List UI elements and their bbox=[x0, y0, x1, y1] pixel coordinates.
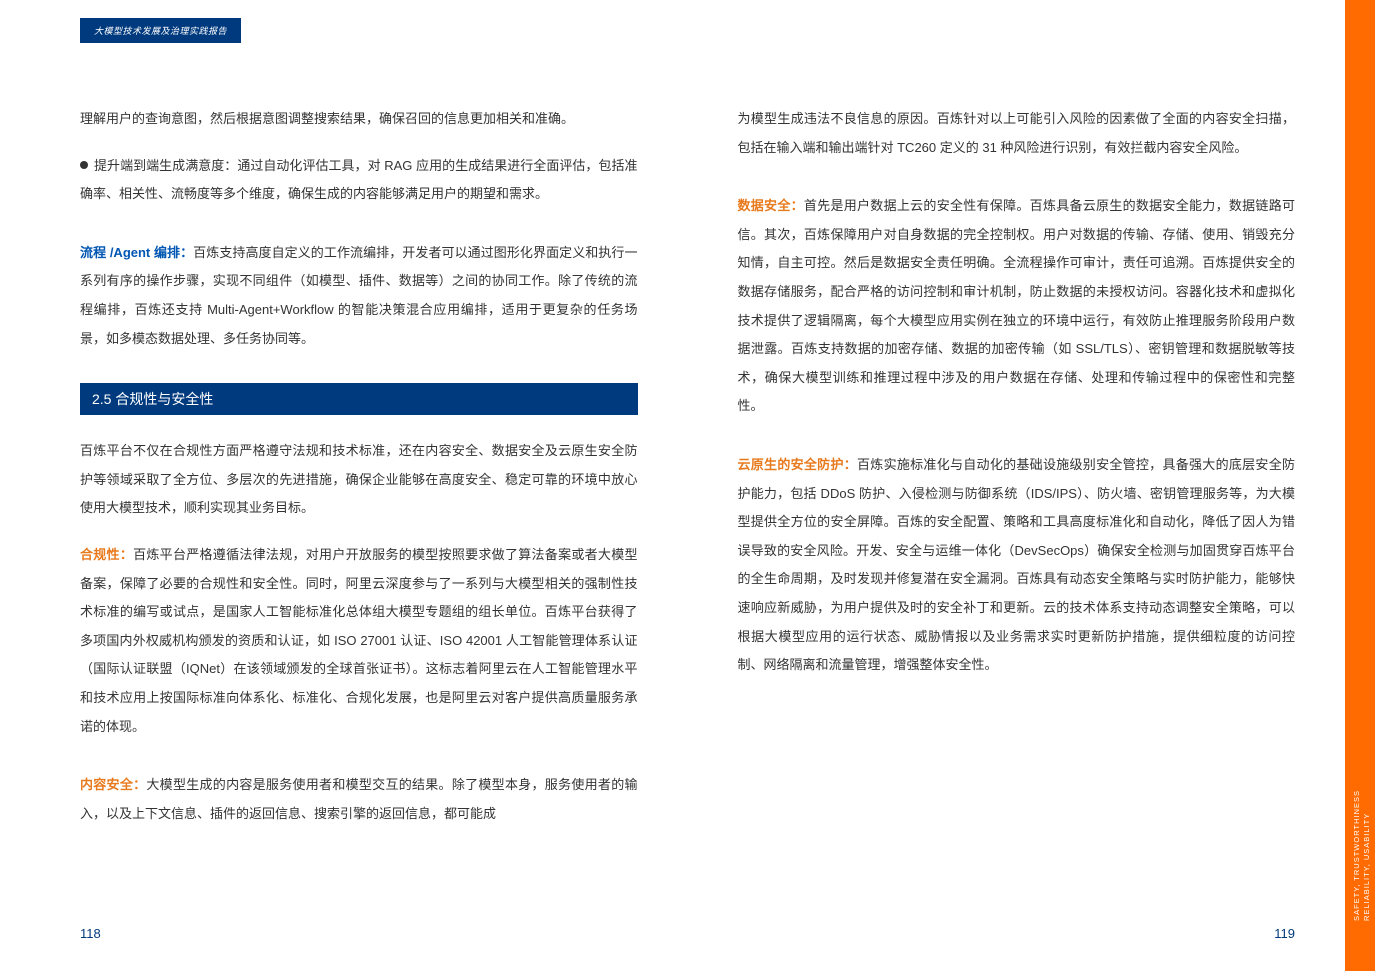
left-para2-text: 提升端到端生成满意度：通过自动化评估工具，对 RAG 应用的生成结果进行全面评估… bbox=[80, 158, 638, 202]
left-para5: 合规性：百炼平台严格遵循法律法规，对用户开放服务的模型按照要求做了算法备案或者大… bbox=[80, 541, 638, 741]
left-para1: 理解用户的查询意图，然后根据意图调整搜索结果，确保召回的信息更加相关和准确。 bbox=[80, 105, 638, 134]
data-safety-label: 数据安全： bbox=[738, 198, 804, 213]
page-number-left: 118 bbox=[80, 926, 101, 941]
compliance-label: 合规性： bbox=[80, 547, 133, 562]
right-para1: 为模型生成违法不良信息的原因。百炼针对以上可能引入风险的因素做了全面的内容安全扫… bbox=[738, 105, 1296, 162]
content-safety-label: 内容安全： bbox=[80, 777, 146, 792]
left-para4: 百炼平台不仅在合规性方面严格遵守法规和技术标准，还在内容安全、数据安全及云原生安… bbox=[80, 437, 638, 523]
left-para6: 内容安全：大模型生成的内容是服务使用者和模型交互的结果。除了模型本身，服务使用者… bbox=[80, 771, 638, 828]
section-heading-2-5: 2.5 合规性与安全性 bbox=[80, 383, 638, 415]
left-para5-body: 百炼平台严格遵循法律法规，对用户开放服务的模型按照要求做了算法备案或者大模型备案… bbox=[80, 547, 638, 734]
left-page: 大模型技术发展及治理实践报告 理解用户的查询意图，然后根据意图调整搜索结果，确保… bbox=[0, 0, 688, 971]
section-heading-text: 2.5 合规性与安全性 bbox=[92, 391, 213, 407]
header-tab-label: 大模型技术发展及治理实践报告 bbox=[94, 26, 227, 36]
right-para3-body: 百炼实施标准化与自动化的基础设施级别安全管控，具备强大的底层安全防护能力，包括 … bbox=[738, 457, 1296, 672]
page-number-right: 119 bbox=[1274, 926, 1295, 941]
page-spread: 大模型技术发展及治理实践报告 理解用户的查询意图，然后根据意图调整搜索结果，确保… bbox=[0, 0, 1375, 971]
left-para3: 流程 /Agent 编排：百炼支持高度自定义的工作流编排，开发者可以通过图形化界… bbox=[80, 239, 638, 353]
ribbon-text: SAFETY, TRUSTWORTHINESS RELIABILITY, USA… bbox=[1352, 790, 1372, 921]
bullet-icon bbox=[80, 161, 88, 169]
left-para6-body: 大模型生成的内容是服务使用者和模型交互的结果。除了模型本身，服务使用者的输入，以… bbox=[80, 777, 637, 821]
cloud-native-safety-label: 云原生的安全防护： bbox=[738, 457, 858, 472]
agent-label: 流程 /Agent 编排： bbox=[80, 245, 193, 260]
side-ribbon: SAFETY, TRUSTWORTHINESS RELIABILITY, USA… bbox=[1345, 0, 1375, 971]
header-tab: 大模型技术发展及治理实践报告 bbox=[80, 18, 241, 43]
left-para2: 提升端到端生成满意度：通过自动化评估工具，对 RAG 应用的生成结果进行全面评估… bbox=[80, 152, 638, 209]
right-para2: 数据安全：首先是用户数据上云的安全性有保障。百炼具备云原生的数据安全能力，数据链… bbox=[738, 192, 1296, 421]
right-content: 为模型生成违法不良信息的原因。百炼针对以上可能引入风险的因素做了全面的内容安全扫… bbox=[738, 105, 1296, 680]
right-page: 为模型生成违法不良信息的原因。百炼针对以上可能引入风险的因素做了全面的内容安全扫… bbox=[688, 0, 1375, 971]
left-content: 理解用户的查询意图，然后根据意图调整搜索结果，确保召回的信息更加相关和准确。 提… bbox=[80, 105, 638, 828]
right-para3: 云原生的安全防护：百炼实施标准化与自动化的基础设施级别安全管控，具备强大的底层安… bbox=[738, 451, 1296, 680]
right-para2-body: 首先是用户数据上云的安全性有保障。百炼具备云原生的数据安全能力，数据链路可信。其… bbox=[738, 198, 1296, 413]
